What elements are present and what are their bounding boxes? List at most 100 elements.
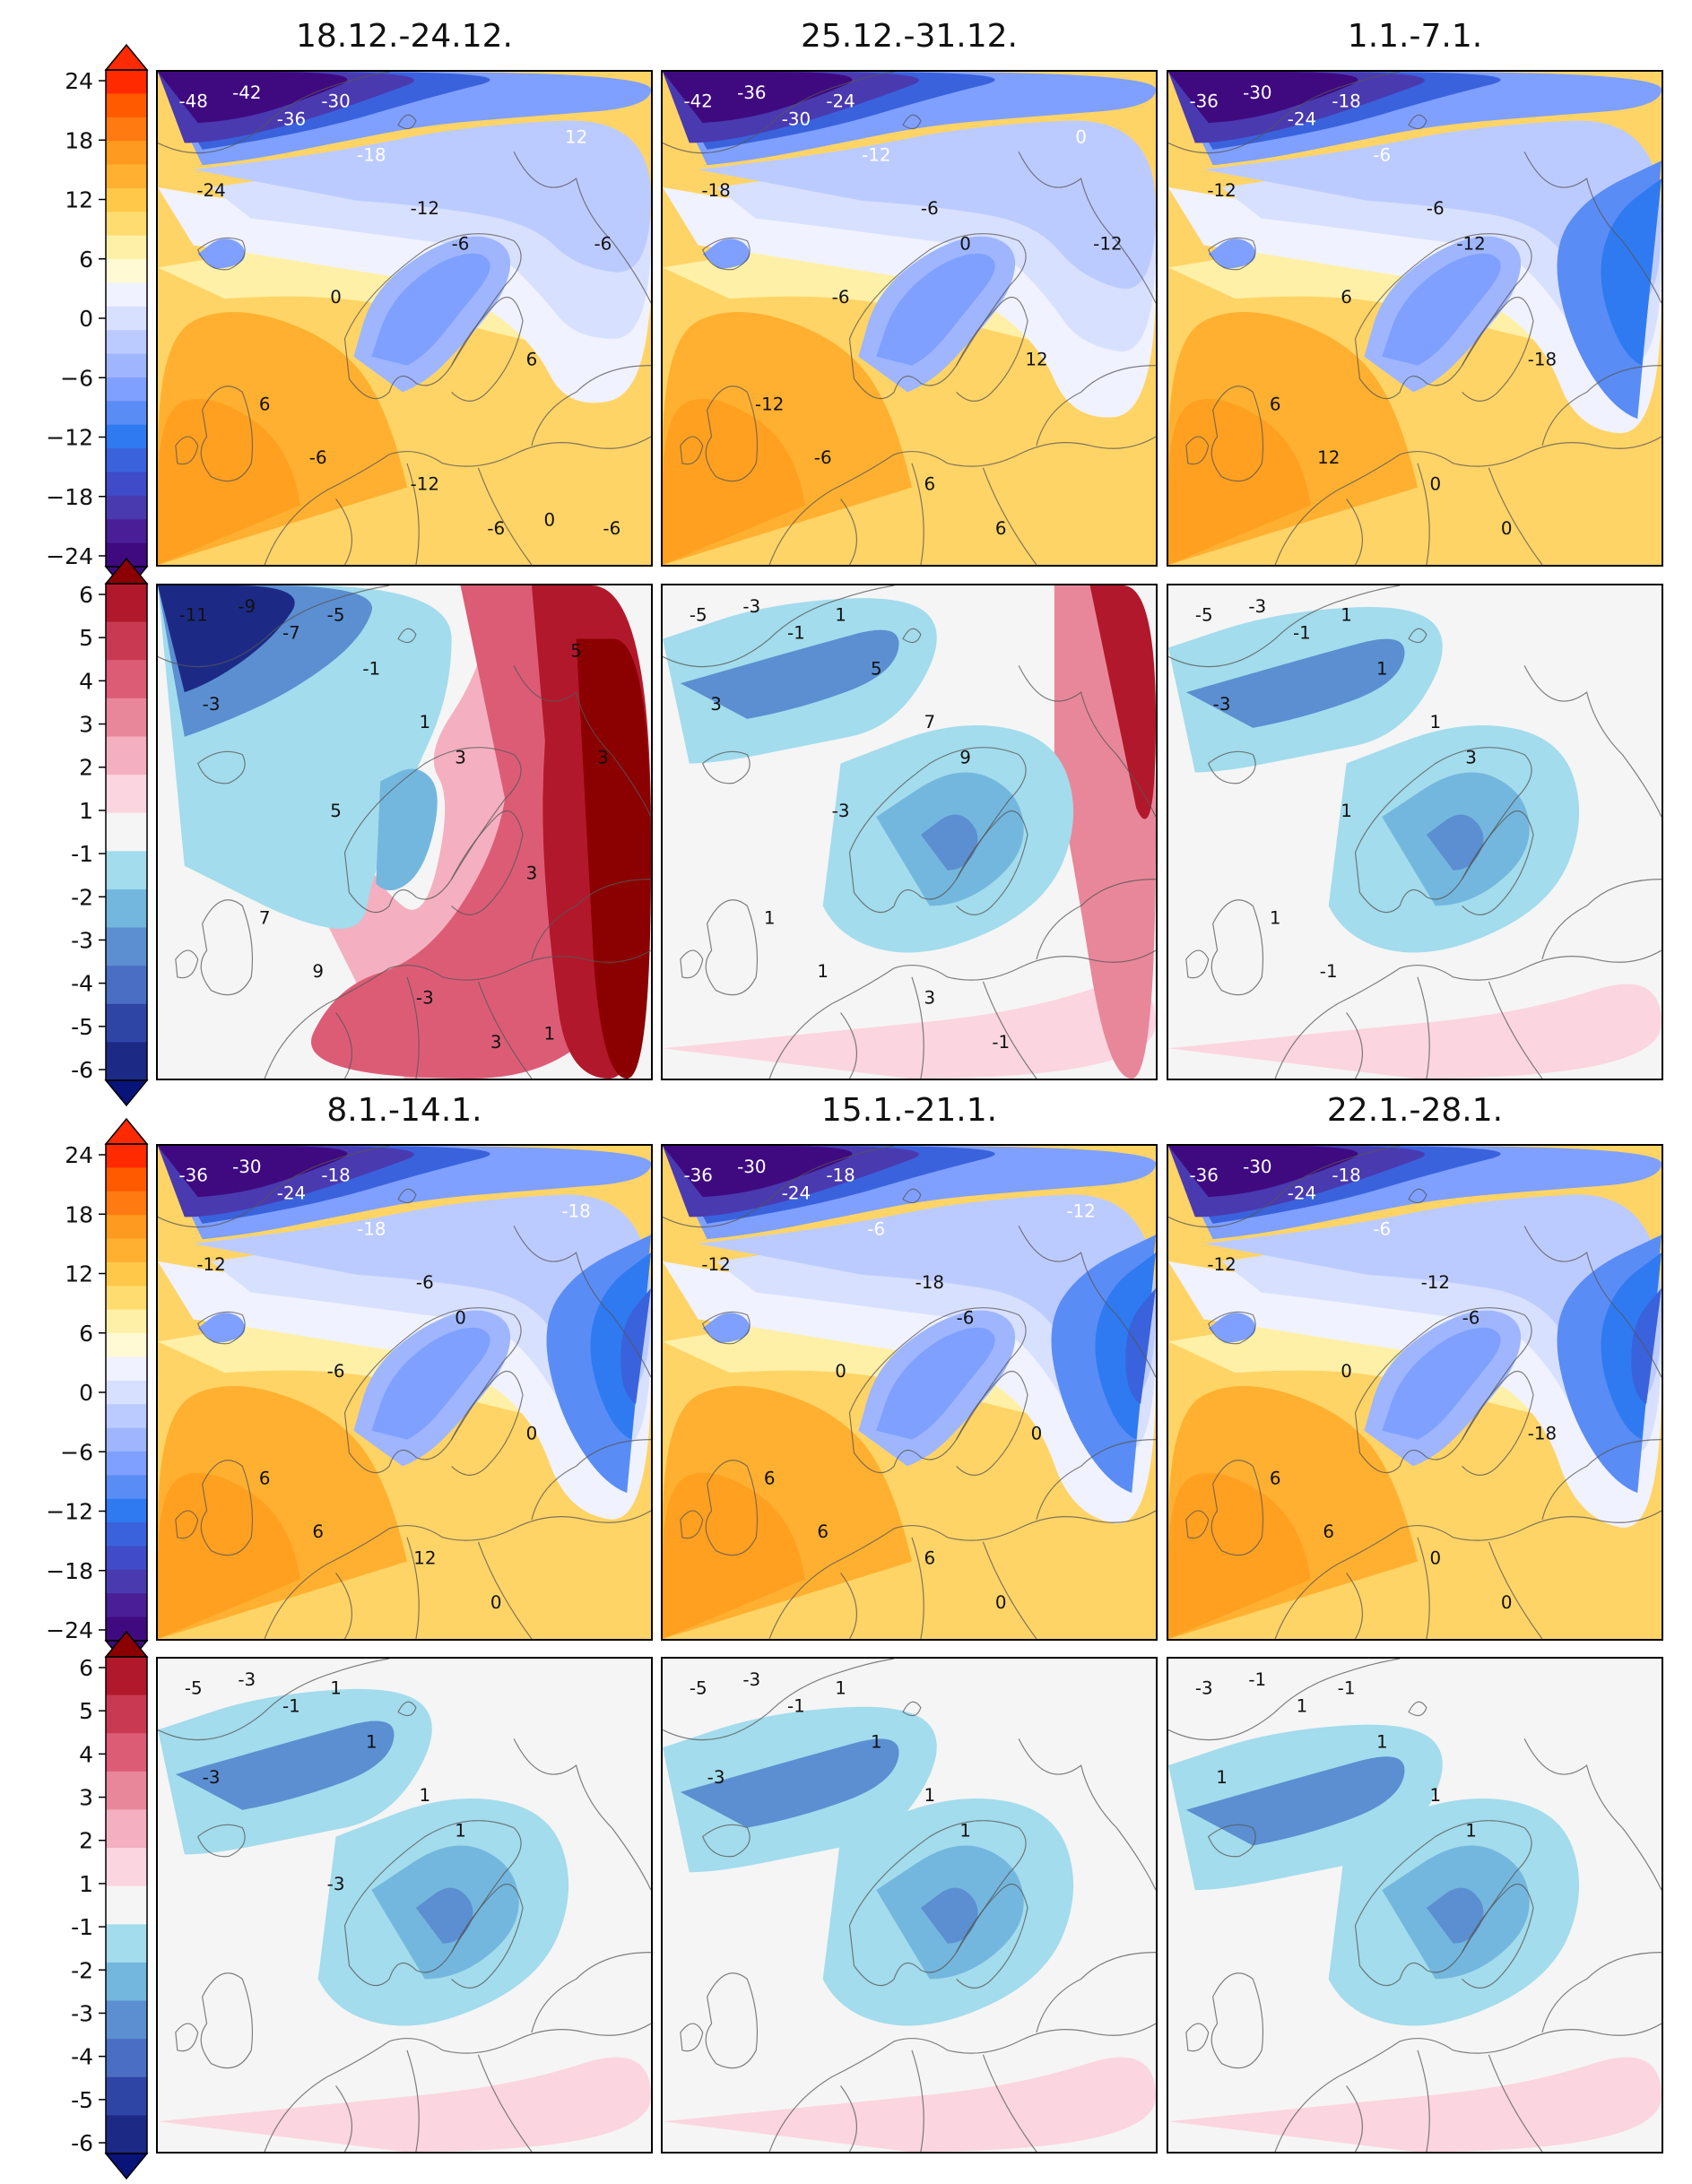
contour-label: -1 — [1320, 961, 1338, 982]
contour-label: 3 — [490, 1032, 502, 1053]
contour-label: -30 — [737, 1157, 766, 1177]
colorbar-tick-label: −18 — [46, 1558, 93, 1584]
colorbar-tick-label: -1 — [71, 841, 93, 867]
colorbar-swatch — [106, 1042, 147, 1081]
contour-label: -12 — [411, 198, 439, 219]
anomaly-colorbar: 6 5 4 3 2 1 -1 -2 -3 -4 -5 -6 — [0, 1630, 152, 2180]
contour-label: 1 — [835, 1678, 846, 1699]
colorbar-tick-label: -6 — [71, 2130, 93, 2156]
contour-label: 1 — [764, 907, 776, 928]
colorbar-tick-label: −18 — [46, 484, 93, 510]
coastline — [1168, 1146, 1662, 1639]
colorbar-swatch — [106, 1144, 147, 1168]
contour-label: -30 — [782, 109, 811, 130]
colorbar-swatch — [106, 377, 147, 402]
contour-label: -36 — [277, 109, 306, 130]
contour-label: 1 — [871, 1731, 882, 1752]
contour-label: -12 — [755, 394, 784, 414]
contour-label: -11 — [179, 605, 208, 626]
contour-label: -12 — [1207, 180, 1236, 201]
temperature-colorbar: 24 18 12 6 0 −6 −12 −18 −24 — [0, 43, 152, 594]
contour-label: 6 — [995, 518, 1007, 539]
contour-label: 5 — [871, 658, 882, 679]
colorbar-swatch — [106, 736, 147, 776]
coastline — [158, 72, 651, 565]
contour-label: 6 — [259, 394, 271, 414]
contour-label: 5 — [330, 801, 342, 821]
contour-label: 1 — [1465, 1821, 1477, 1842]
contour-label: -6 — [921, 198, 939, 219]
panel-title: 15.1.-21.1. — [820, 1092, 998, 1129]
contour-label: 6 — [526, 350, 538, 370]
colorbar-swatch — [106, 966, 147, 1005]
contour-label: 1 — [455, 1821, 466, 1842]
colorbar-tick-label: 4 — [79, 1741, 93, 1767]
contour-label: 6 — [1341, 287, 1352, 308]
contour-label: -12 — [196, 1254, 225, 1275]
colorbar-swatch — [106, 117, 147, 142]
panel-title: 22.1.-28.1. — [1326, 1092, 1504, 1129]
contour-label: 6 — [1323, 1521, 1334, 1542]
colorbar-swatch — [106, 353, 147, 378]
temperature-map-panel: -36 -30 -24 -18 -12 -6 -12 -6 0 6 6 0 0 -18 — [1167, 1144, 1663, 1641]
colorbar-swatch — [106, 424, 147, 449]
temperature-colorbar: 24 18 12 6 0 −6 −12 −18 −24 — [0, 1117, 152, 1668]
contour-label: -18 — [357, 1218, 386, 1239]
contour-label: -3 — [416, 988, 434, 1009]
contour-label: -1 — [362, 658, 380, 679]
colorbar-swatch — [106, 282, 147, 308]
colorbar-swatch — [106, 698, 147, 737]
contour-label: 12 — [565, 126, 587, 147]
coastline — [663, 1146, 1156, 1639]
colorbar-swatch — [106, 212, 147, 237]
colorbar-swatch — [106, 584, 147, 623]
contour-label: 6 — [1270, 394, 1281, 414]
colorbar-tick-label: −12 — [46, 1499, 93, 1525]
colorbar-tick-label: 6 — [79, 247, 93, 273]
contour-label: -12 — [1066, 1200, 1095, 1221]
colorbar-swatch — [106, 1003, 147, 1043]
contour-label: -30 — [321, 91, 350, 112]
contour-label: -18 — [701, 180, 730, 201]
contour-label: -6 — [1373, 144, 1391, 165]
contour-label: 1 — [817, 961, 829, 982]
temperature-map-panel: -42 -36 -30 -24 -18 -12 -6 0 -6 -12 -6 6 6 12 0 -12 — [661, 70, 1158, 567]
colorbar-swatch — [106, 259, 147, 283]
colorbar-tick-label: 18 — [65, 127, 93, 153]
contour-label: 0 — [1501, 518, 1513, 539]
colorbar-tick-label: 4 — [79, 668, 93, 694]
anomaly-map-panel: -3 -1 1 -1 1 1 1 1 — [1167, 1657, 1663, 2154]
colorbar-swatch — [106, 927, 147, 966]
contour-label: -6 — [1427, 198, 1445, 219]
colorbar-extend-bottom — [104, 2153, 149, 2180]
colorbar-swatch — [106, 1191, 147, 1216]
contour-label: -1 — [787, 623, 805, 644]
contour-label: -6 — [814, 447, 832, 468]
contour-label: 0 — [835, 1361, 846, 1382]
colorbar-tick-label: 6 — [79, 582, 93, 608]
colorbar-swatch — [106, 1427, 147, 1452]
contour-label: -12 — [1456, 234, 1485, 255]
contour-label: -5 — [1195, 605, 1213, 626]
contour-label: -1 — [1293, 623, 1311, 644]
colorbar-swatch — [106, 1733, 147, 1772]
colorbar-swatch — [106, 2000, 147, 2040]
contour-label: -6 — [309, 447, 327, 468]
colorbar-swatch — [106, 1451, 147, 1476]
colorbar-swatch — [106, 495, 147, 520]
colorbar-tick-label: 24 — [65, 68, 93, 94]
colorbar-swatch — [106, 1962, 147, 2002]
contour-label: 1 — [330, 1678, 342, 1699]
contour-label: 9 — [312, 961, 324, 982]
contour-label: -3 — [203, 1767, 221, 1788]
colorbar-swatch — [106, 330, 147, 355]
contour-label: -5 — [690, 605, 707, 626]
contour-label: -1 — [787, 1696, 805, 1717]
contour-label: 7 — [259, 907, 271, 928]
contour-label: 1 — [366, 1731, 377, 1752]
anomaly-map-panel: -5 -3 -1 1 3 5 7 9 -3 1 1 3 -1 — [661, 584, 1158, 1080]
colorbar-swatch — [106, 93, 147, 118]
contour-label: -42 — [684, 91, 713, 112]
contour-label: 0 — [526, 1424, 538, 1444]
contour-label: -36 — [179, 1166, 208, 1186]
